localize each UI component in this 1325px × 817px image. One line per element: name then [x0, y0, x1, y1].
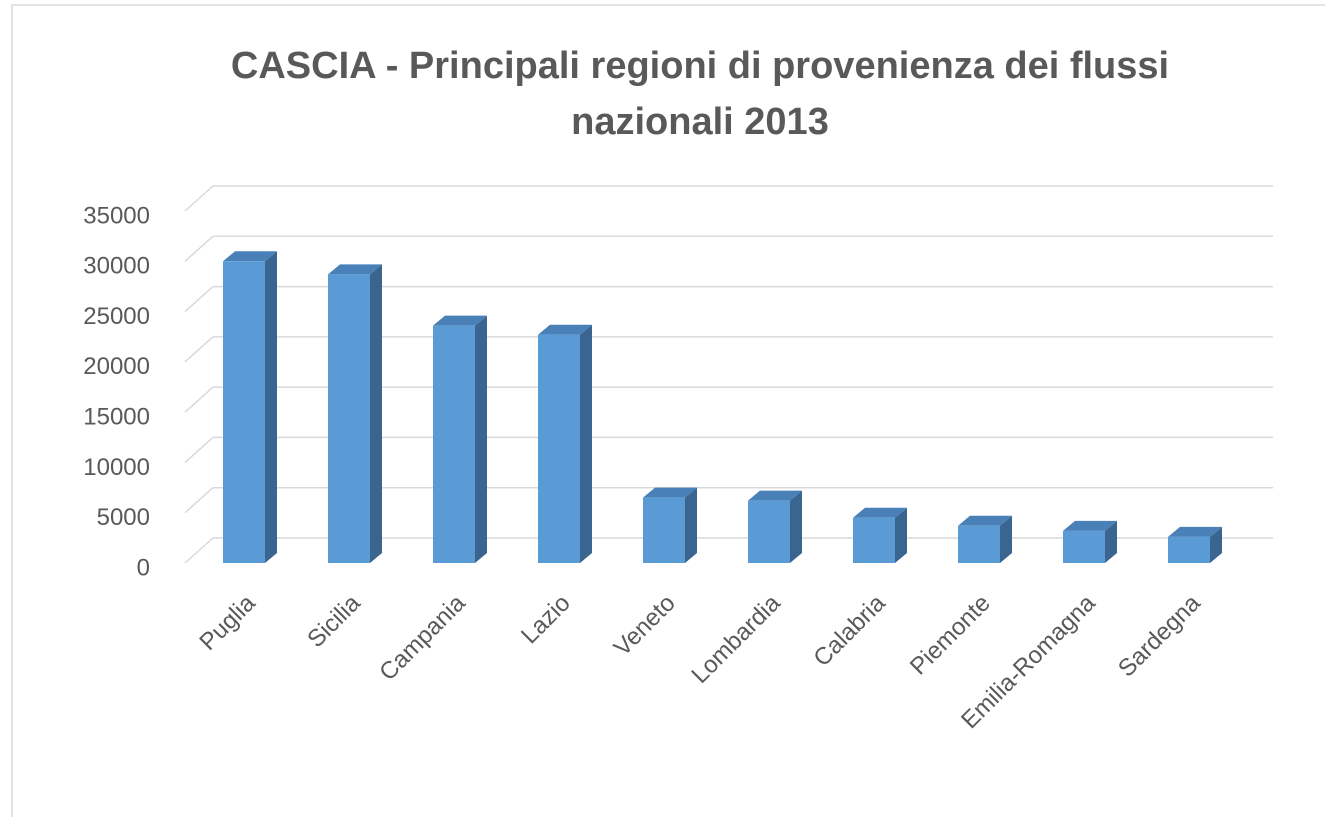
- bar-side: [790, 490, 802, 563]
- bar-top: [433, 315, 487, 326]
- y-tick-label: 5000: [97, 504, 150, 531]
- bar: [1063, 520, 1117, 563]
- chart-border: [11, 4, 1325, 817]
- bar-front: [538, 334, 580, 563]
- bar-front: [958, 525, 1000, 563]
- bar: [1168, 526, 1222, 563]
- grid-line: [184, 286, 214, 313]
- y-tick-label: 10000: [83, 454, 150, 481]
- bar-side: [1210, 526, 1222, 563]
- x-tick-label: Campania: [374, 589, 471, 686]
- grid-line: [184, 336, 214, 363]
- bar-top: [748, 490, 802, 501]
- bar-side: [475, 315, 487, 563]
- bar: [643, 487, 697, 563]
- grid-line: [184, 235, 214, 262]
- chart-title: CASCIA - Principali regioni di provenien…: [230, 45, 1170, 143]
- bar-front: [328, 274, 370, 563]
- grid-line: [184, 537, 214, 564]
- x-tick-label: Puglia: [194, 589, 261, 656]
- bar-front: [748, 500, 790, 563]
- y-tick-label: 20000: [83, 353, 150, 380]
- y-tick-label: 0: [137, 554, 150, 581]
- bar-top: [1168, 526, 1222, 537]
- bar-top: [643, 487, 697, 498]
- x-tick-label: Piemonte: [905, 590, 996, 681]
- x-tick-label: Lombardia: [686, 589, 786, 689]
- x-tick-label: Veneto: [609, 590, 681, 662]
- x-tick-label: Sicilia: [302, 589, 366, 653]
- x-tick-label: Calabria: [808, 589, 891, 672]
- bar-side: [580, 324, 592, 563]
- x-tick-label: Sardegna: [1113, 589, 1206, 682]
- bar-top: [538, 324, 592, 335]
- bar: [223, 251, 277, 564]
- bar-side: [895, 507, 907, 563]
- y-tick-label: 35000: [83, 202, 150, 229]
- bar-side: [1105, 520, 1117, 563]
- bar: [538, 324, 592, 563]
- bar: [748, 490, 802, 563]
- bar-front: [643, 497, 685, 563]
- bar: [853, 507, 907, 563]
- bar-top: [1063, 520, 1117, 531]
- grid-line: [184, 436, 214, 463]
- grid-line: [184, 185, 214, 212]
- bar-top: [223, 251, 277, 262]
- bar-top: [328, 264, 382, 275]
- bar-front: [433, 325, 475, 563]
- grid-line: [184, 386, 214, 413]
- bar-side: [1000, 515, 1012, 563]
- bar-top: [853, 507, 907, 518]
- y-tick-label: 30000: [83, 253, 150, 280]
- grid-line: [184, 487, 214, 514]
- bar-side: [370, 264, 382, 563]
- bar-front: [853, 517, 895, 563]
- bar: [328, 264, 382, 563]
- bar-front: [1168, 536, 1210, 563]
- y-tick-label: 15000: [83, 403, 150, 430]
- bar-front: [1063, 530, 1105, 563]
- bar-front: [223, 261, 265, 563]
- bar: [958, 515, 1012, 563]
- bar-side: [685, 487, 697, 563]
- bar-top: [958, 515, 1012, 526]
- y-tick-label: 25000: [83, 303, 150, 330]
- bar: [433, 315, 487, 563]
- x-tick-label: Lazio: [516, 590, 576, 650]
- bar-side: [265, 251, 277, 564]
